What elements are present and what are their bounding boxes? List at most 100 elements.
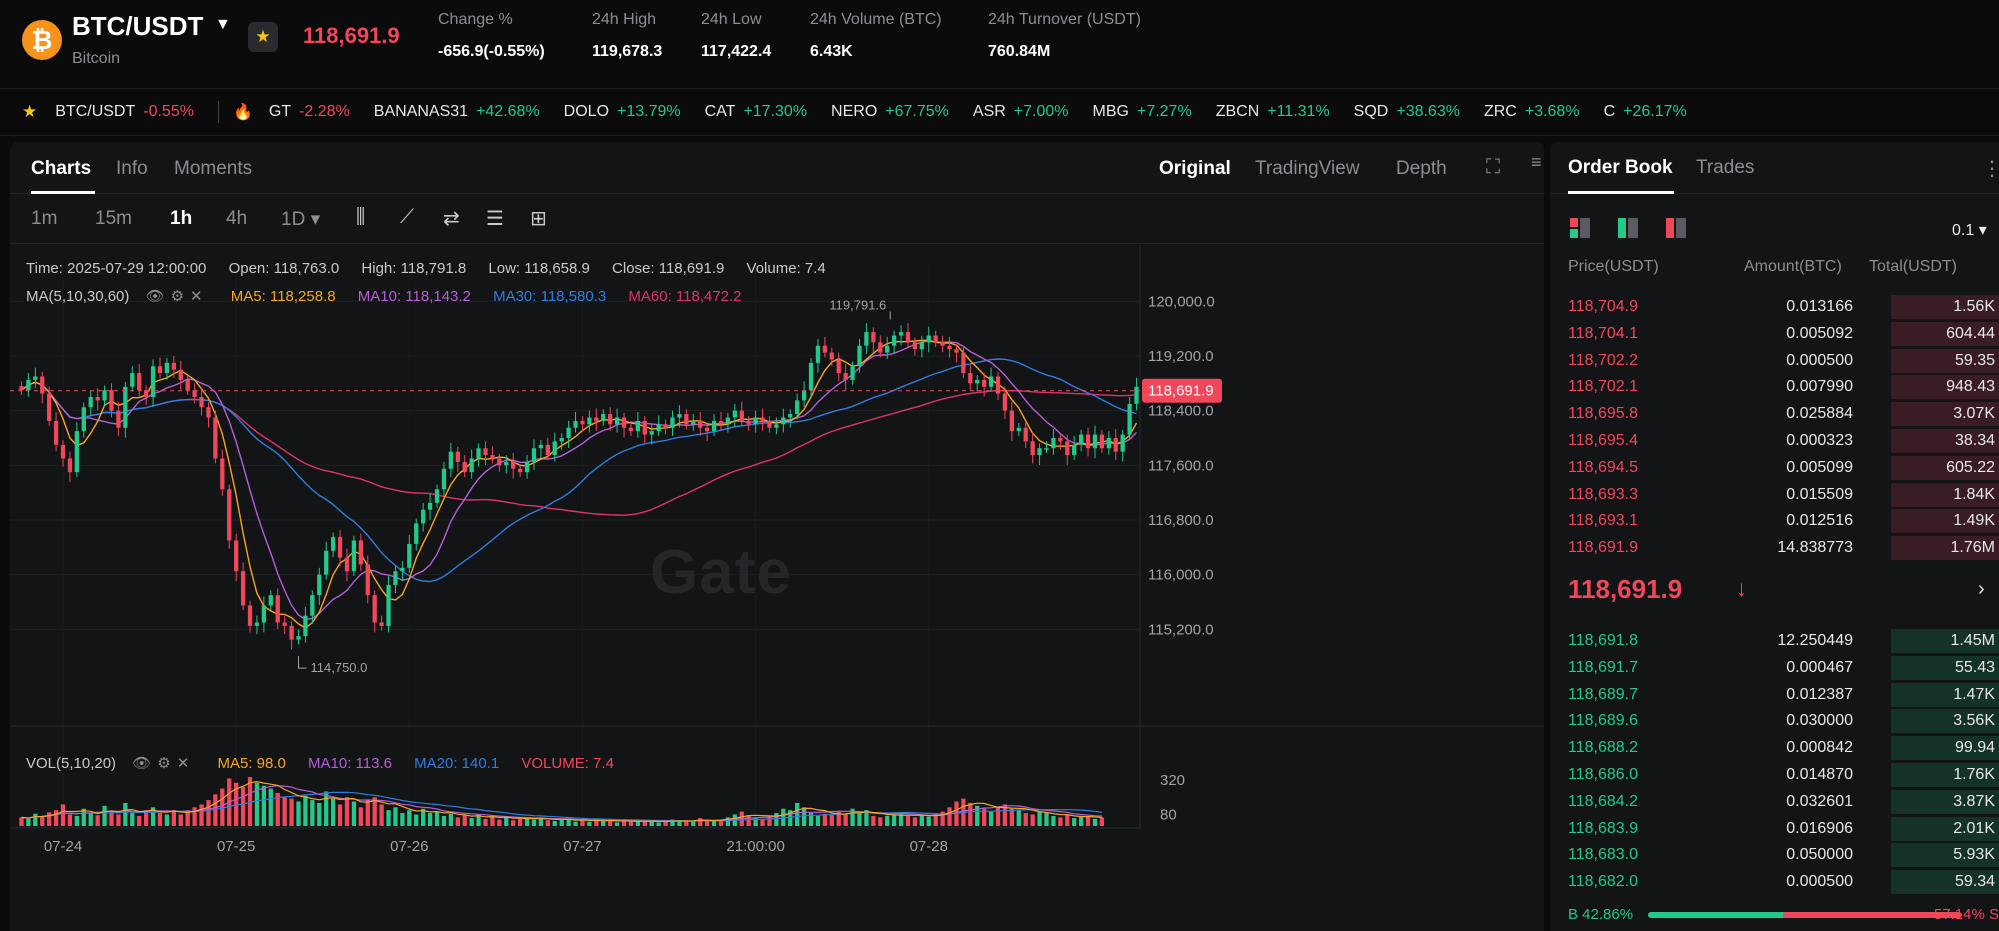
order-total: 99.94 — [1954, 739, 1995, 757]
bid-row[interactable]: 118,689.6 0.030000 3.56K — [1550, 708, 1999, 734]
candle-low: Low: 118,658.9 — [488, 260, 590, 277]
layout-settings-icon[interactable]: ⊞ — [530, 208, 547, 230]
order-total: 1.56K — [1953, 298, 1995, 315]
volume-bar — [483, 818, 488, 826]
timeframe-15m[interactable]: 15m — [95, 208, 132, 229]
bid-row[interactable]: 118,691.7 0.000467 55.43 — [1550, 655, 1999, 681]
ma5-value: MA5: 118,258.8 — [230, 288, 336, 305]
timeframe-4h[interactable]: 4h — [226, 208, 248, 229]
ticker-item[interactable]: ZBCN +11.31% — [1216, 103, 1330, 121]
view-original[interactable]: Original — [1159, 158, 1231, 179]
stat-24h-volume: 24h Volume (BTC) 6.43K — [810, 11, 942, 61]
indicator-icon[interactable]: ⟋ — [400, 206, 414, 228]
candle-body — [684, 414, 689, 425]
bid-row[interactable]: 118,688.2 0.000842 99.94 — [1550, 735, 1999, 761]
bid-row[interactable]: 118,686.0 0.014870 1.76K — [1550, 762, 1999, 788]
more-vertical-icon[interactable]: ⋮ — [1982, 158, 1999, 180]
timeframe-1h[interactable]: 1h — [170, 208, 193, 229]
bid-row[interactable]: 118,689.7 0.012387 1.47K — [1550, 682, 1999, 708]
ticker-item[interactable]: MBG +7.27% — [1093, 103, 1192, 121]
tab-charts[interactable]: Charts — [31, 158, 92, 179]
view-tradingview[interactable]: TradingView — [1255, 158, 1360, 179]
ask-row[interactable]: 118,691.9 14.838773 1.76M — [1550, 535, 1999, 561]
volume-bar — [240, 787, 246, 826]
menu-lines-icon[interactable]: ≡ — [1531, 152, 1542, 172]
candle-body — [462, 461, 467, 473]
order-price: 118,693.1 — [1568, 512, 1638, 530]
ask-row[interactable]: 118,702.1 0.007990 948.43 — [1550, 374, 1999, 400]
price-tick-label: 117,600.0 — [1148, 457, 1214, 474]
ask-row[interactable]: 118,695.4 0.000323 38.34 — [1550, 428, 1999, 454]
layout-asks-icon[interactable] — [1666, 218, 1688, 240]
ticker-change: +13.79% — [617, 103, 681, 120]
bid-row[interactable]: 118,683.0 0.050000 5.93K — [1550, 842, 1999, 868]
candle-body — [504, 461, 509, 466]
candle-body — [891, 335, 897, 346]
price-chart[interactable]: 120,000.0 119,200.0 118,400.0 117,600.0 116,… — [10, 244, 1544, 931]
candle-body — [732, 410, 737, 418]
ticker-item[interactable]: CAT +17.30% — [705, 103, 807, 121]
ticker-item[interactable]: SQD +38.63% — [1354, 103, 1460, 121]
timeframe-1m[interactable]: 1m — [31, 208, 58, 229]
bid-row[interactable]: 118,691.8 12.250449 1.45M — [1550, 628, 1999, 654]
bid-row[interactable]: 118,683.9 0.016906 2.01K — [1550, 816, 1999, 842]
ask-row[interactable]: 118,702.2 0.000500 59.35 — [1550, 348, 1999, 374]
fullscreen-icon[interactable]: ⛶ — [1486, 156, 1500, 178]
favorite-star-button[interactable]: ★ — [248, 22, 278, 52]
layout-both-icon[interactable] — [1570, 218, 1592, 240]
volume-bar — [116, 814, 121, 826]
candle-body — [559, 438, 564, 442]
order-price: 118,702.1 — [1568, 378, 1638, 396]
pair-selector[interactable]: BTC/USDT — [72, 11, 204, 41]
tab-orderbook[interactable]: Order Book — [1568, 157, 1673, 178]
precision-dropdown[interactable]: 0.1 ▾ — [1952, 222, 1987, 239]
vol-label: VOL(5,10,20) — [26, 755, 117, 772]
candle-body — [372, 595, 377, 623]
tab-info[interactable]: Info — [116, 158, 148, 179]
ask-row[interactable]: 118,695.8 0.025884 3.07K — [1550, 401, 1999, 427]
view-depth[interactable]: Depth — [1396, 158, 1447, 179]
ticker-item[interactable]: GT -2.28% — [269, 103, 350, 121]
ticker-item[interactable]: BTC/USDT -0.55% — [55, 103, 194, 121]
candle-body — [815, 345, 821, 363]
favorites-star-icon[interactable]: ★ — [22, 102, 38, 121]
candle-body — [26, 379, 31, 391]
ticker-item[interactable]: DOLO +13.79% — [564, 103, 681, 121]
vol-eye-settings-close-icon[interactable]: 👁⚙✕ — [132, 755, 196, 772]
tab-moments[interactable]: Moments — [174, 158, 253, 179]
volume-bar — [67, 814, 73, 826]
bid-row[interactable]: 118,684.2 0.032601 3.87K — [1550, 789, 1999, 815]
ma-eye-settings-close-icon[interactable]: 👁⚙✕ — [145, 288, 209, 305]
ask-row[interactable]: 118,704.9 0.013166 1.56K — [1550, 294, 1999, 320]
ticker-item[interactable]: ZRC +3.68% — [1484, 103, 1580, 121]
time-axis-label: 07-26 — [390, 838, 428, 855]
ticker-name: BANANAS31 — [373, 103, 469, 120]
ticker-item[interactable]: ASR +7.00% — [973, 103, 1069, 121]
depth-bar — [1891, 789, 1999, 814]
depth-bar — [1891, 509, 1999, 534]
timeframe-1d-dropdown[interactable]: 1D ▾ — [281, 209, 321, 230]
ask-row[interactable]: 118,693.1 0.012516 1.49K — [1550, 508, 1999, 534]
ticker-change: -0.55% — [143, 103, 194, 120]
caret-down-icon[interactable]: ▼ — [215, 16, 231, 33]
ticker-item[interactable]: NERO +67.75% — [831, 103, 949, 121]
layout-bids-icon[interactable] — [1618, 218, 1640, 240]
ask-row[interactable]: 118,693.3 0.015509 1.84K — [1550, 482, 1999, 508]
ticker-item[interactable]: C +26.17% — [1604, 103, 1687, 121]
tab-trades[interactable]: Trades — [1696, 157, 1755, 178]
order-amount: 0.025884 — [1786, 405, 1853, 423]
chevron-right-icon[interactable]: › — [1978, 578, 1985, 600]
ticker-change: +42.68% — [476, 103, 540, 120]
ask-row[interactable]: 118,694.5 0.005099 605.22 — [1550, 455, 1999, 481]
ticker-item[interactable]: BANANAS31 +42.68% — [374, 103, 540, 121]
list-settings-icon[interactable]: ☰ — [486, 208, 504, 230]
ticker-change: +67.75% — [885, 103, 949, 120]
candle-body — [337, 537, 343, 558]
compare-arrows-icon[interactable]: ⇄ — [443, 208, 460, 230]
bid-row[interactable]: 118,682.0 0.000500 59.34 — [1550, 869, 1999, 895]
order-price: 118,704.1 — [1568, 324, 1638, 342]
candle-type-icon[interactable]: ⫼ — [356, 206, 366, 228]
ask-row[interactable]: 118,704.1 0.005092 604.44 — [1550, 321, 1999, 347]
candle-info: Time: 2025-07-29 12:00:00 Open: 118,763.… — [26, 260, 844, 277]
ticker-name: NERO — [831, 103, 878, 120]
